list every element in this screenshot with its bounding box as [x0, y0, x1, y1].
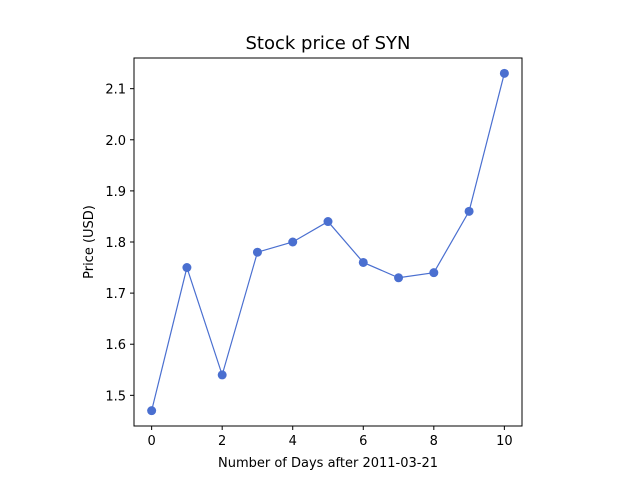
data-point — [358, 257, 368, 267]
data-point — [429, 268, 439, 278]
data-point — [182, 263, 192, 273]
y-tick-label: 1.5 — [105, 389, 126, 404]
y-tick-label: 2.1 — [105, 83, 126, 98]
x-axis-label: Number of Days after 2011-03-21 — [218, 456, 438, 471]
data-point — [147, 406, 157, 416]
x-tick-label: 0 — [147, 434, 155, 449]
x-tick-label: 2 — [218, 434, 226, 449]
data-point — [323, 217, 333, 227]
series-layer — [147, 68, 509, 416]
data-point — [252, 247, 262, 257]
plot-area — [133, 57, 523, 427]
y-tick-label: 1.6 — [105, 338, 126, 353]
y-axis-label: Price (USD) — [82, 205, 97, 279]
data-point — [464, 206, 474, 216]
x-tick-label: 8 — [430, 434, 438, 449]
data-point — [499, 68, 509, 78]
y-tick-label: 2.0 — [105, 134, 126, 149]
x-axis: 0 2 4 6 8 10 — [147, 426, 513, 449]
y-tick-label: 1.9 — [105, 185, 126, 200]
data-point — [394, 273, 404, 283]
data-point — [288, 237, 298, 247]
y-tick-label: 1.7 — [105, 287, 126, 302]
x-tick-label: 6 — [359, 434, 367, 449]
data-point — [217, 370, 227, 380]
x-tick-label: 10 — [496, 434, 513, 449]
x-tick-label: 4 — [289, 434, 297, 449]
y-axis: 1.5 1.6 1.7 1.8 1.9 2.0 2.1 — [105, 83, 134, 404]
chart-title: Stock price of SYN — [245, 33, 410, 54]
y-tick-label: 1.8 — [105, 236, 126, 251]
